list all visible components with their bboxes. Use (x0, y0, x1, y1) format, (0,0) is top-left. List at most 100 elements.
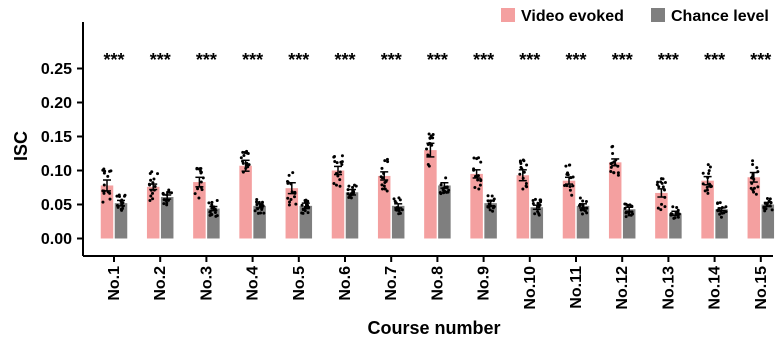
data-point (630, 210, 634, 214)
data-point (724, 205, 728, 209)
significance-marker: *** (658, 50, 679, 70)
data-point (755, 166, 759, 170)
y-tick-label: 0.20 (41, 95, 72, 112)
data-point (199, 185, 203, 189)
data-point (120, 206, 124, 210)
data-point (121, 204, 125, 208)
data-point (616, 171, 620, 175)
data-point (525, 163, 529, 167)
data-point (701, 171, 705, 175)
data-point (427, 164, 431, 168)
data-point (568, 176, 572, 180)
data-point (383, 187, 387, 191)
legend-swatch-chance-level (651, 8, 665, 22)
data-point (349, 192, 353, 196)
bar-video-evoked (470, 173, 483, 239)
data-point (102, 191, 106, 195)
data-point (518, 159, 522, 163)
data-point (486, 199, 490, 203)
bar-chance-level (345, 192, 359, 239)
data-point (492, 205, 496, 209)
data-point (568, 188, 572, 192)
data-point (294, 202, 298, 206)
data-point (751, 163, 755, 167)
data-point (609, 170, 613, 174)
x-tick-label: No.8 (429, 266, 446, 301)
data-point (428, 136, 432, 140)
data-point (431, 133, 435, 137)
data-point (385, 189, 389, 193)
data-point (383, 181, 387, 185)
data-point (663, 195, 667, 199)
y-axis-title: ISC (11, 131, 31, 161)
data-point (662, 188, 666, 192)
data-point (255, 203, 259, 207)
data-point (489, 199, 493, 203)
data-point (109, 169, 113, 173)
data-point (430, 143, 434, 147)
data-point (162, 202, 166, 206)
data-point (716, 201, 720, 205)
data-point (486, 194, 490, 198)
data-point (246, 151, 250, 155)
data-point (754, 192, 758, 196)
data-point (117, 193, 121, 197)
data-point (301, 211, 305, 215)
data-point (262, 211, 266, 215)
data-point (260, 207, 264, 211)
data-point (765, 196, 769, 200)
data-point (486, 205, 490, 209)
data-point (106, 190, 110, 194)
significance-marker: *** (427, 50, 448, 70)
data-point (752, 177, 756, 181)
data-point (472, 167, 476, 171)
data-point (611, 144, 615, 148)
data-point (488, 208, 492, 212)
significance-marker: *** (473, 50, 494, 70)
data-point (332, 182, 336, 186)
bar-chance-level (669, 213, 682, 239)
data-point (162, 198, 166, 202)
data-point (609, 165, 613, 169)
data-point (347, 196, 351, 200)
bar-chance-level (114, 203, 128, 239)
data-point (239, 156, 243, 160)
data-point (201, 176, 205, 180)
data-point (701, 182, 705, 186)
bars (100, 150, 775, 239)
significance-marker: *** (288, 50, 309, 70)
data-point (659, 208, 663, 212)
significance-marker: *** (565, 50, 586, 70)
data-point (475, 157, 479, 161)
data-point (478, 183, 482, 187)
data-point (447, 188, 451, 192)
data-point (253, 209, 257, 213)
data-point (199, 180, 203, 184)
data-point (521, 187, 525, 191)
data-point (256, 207, 260, 211)
data-point (724, 210, 728, 214)
data-point (198, 167, 202, 171)
data-point (537, 212, 541, 216)
data-point (306, 211, 310, 215)
data-point (170, 191, 174, 195)
data-point (339, 160, 343, 164)
data-point (336, 174, 340, 178)
data-point (165, 203, 169, 207)
x-tick-label: No.5 (291, 266, 308, 301)
data-point (522, 170, 526, 174)
bar-video-evoked (562, 180, 576, 239)
x-ticks: No.1 No.2 No.3 No.4 No.5 No.6 No.7 No.8 No.9 No.1… (106, 256, 770, 310)
data-point (346, 188, 350, 192)
data-point (663, 181, 667, 185)
y-ticks: 0.00 0.05 0.10 0.15 0.20 0.25 (41, 61, 83, 248)
significance-marker: *** (150, 50, 171, 70)
data-point (519, 162, 523, 166)
data-point (718, 201, 722, 205)
data-point (165, 193, 169, 197)
data-point (479, 160, 483, 164)
data-point (338, 170, 342, 174)
bar-video-evoked (331, 170, 345, 239)
data-point (293, 191, 297, 195)
data-point (479, 178, 483, 182)
